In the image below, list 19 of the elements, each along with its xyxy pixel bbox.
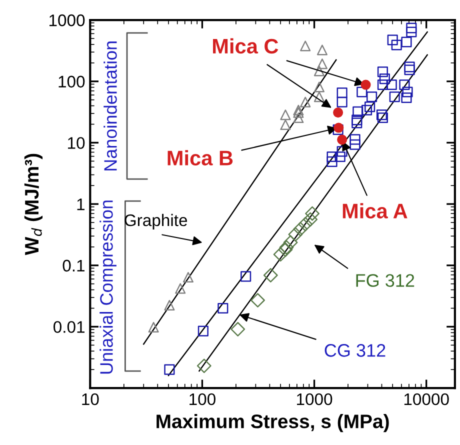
y-tick-label: 0.1 bbox=[62, 260, 84, 272]
annotation: Uniaxial Compression bbox=[100, 200, 116, 374]
y-tick-label: 1000 bbox=[49, 14, 85, 26]
x-tick-label: 10 bbox=[82, 393, 99, 406]
y-axis-title: W$_{d}$ (MJ/m³) bbox=[24, 154, 43, 256]
x-axis-title: Maximum Stress, s (MPa) bbox=[156, 414, 389, 432]
y-tick-label: 1 bbox=[77, 198, 84, 210]
annotation: CG 312 bbox=[324, 344, 386, 357]
x-tick-label: 10000 bbox=[404, 393, 449, 406]
annotation: Mica A bbox=[342, 203, 408, 218]
annotation: Mica C bbox=[213, 38, 278, 54]
annotation: Mica B bbox=[168, 150, 233, 166]
x-tick-label: 1000 bbox=[297, 393, 332, 406]
y-tick-label: 10 bbox=[68, 137, 85, 149]
y-tick-label: 100 bbox=[58, 76, 85, 88]
annotation: Nanoindentation bbox=[104, 42, 117, 170]
x-tick-label: 100 bbox=[190, 393, 216, 406]
y-tick-label: 0.01 bbox=[54, 321, 84, 333]
annotation: FG 312 bbox=[356, 274, 414, 287]
